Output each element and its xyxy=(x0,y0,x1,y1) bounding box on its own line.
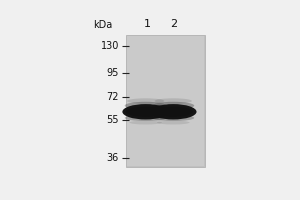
Ellipse shape xyxy=(127,98,164,104)
Ellipse shape xyxy=(126,107,165,117)
Text: 72: 72 xyxy=(106,92,119,102)
Ellipse shape xyxy=(125,102,166,109)
Ellipse shape xyxy=(152,115,194,121)
Text: 1: 1 xyxy=(144,19,151,29)
Ellipse shape xyxy=(122,104,169,119)
Text: 2: 2 xyxy=(170,19,177,29)
Ellipse shape xyxy=(157,121,190,124)
Ellipse shape xyxy=(155,98,192,104)
Text: 36: 36 xyxy=(106,153,119,163)
Ellipse shape xyxy=(158,109,188,115)
Ellipse shape xyxy=(152,102,194,109)
Text: kDa: kDa xyxy=(93,20,112,30)
Ellipse shape xyxy=(130,109,161,115)
Ellipse shape xyxy=(154,107,193,117)
Ellipse shape xyxy=(129,121,162,124)
Ellipse shape xyxy=(125,115,166,121)
Bar xyxy=(127,36,204,166)
Bar xyxy=(126,35,205,167)
Text: 130: 130 xyxy=(100,41,119,51)
Text: 95: 95 xyxy=(106,68,119,78)
Ellipse shape xyxy=(150,104,196,119)
Text: 55: 55 xyxy=(106,115,119,125)
